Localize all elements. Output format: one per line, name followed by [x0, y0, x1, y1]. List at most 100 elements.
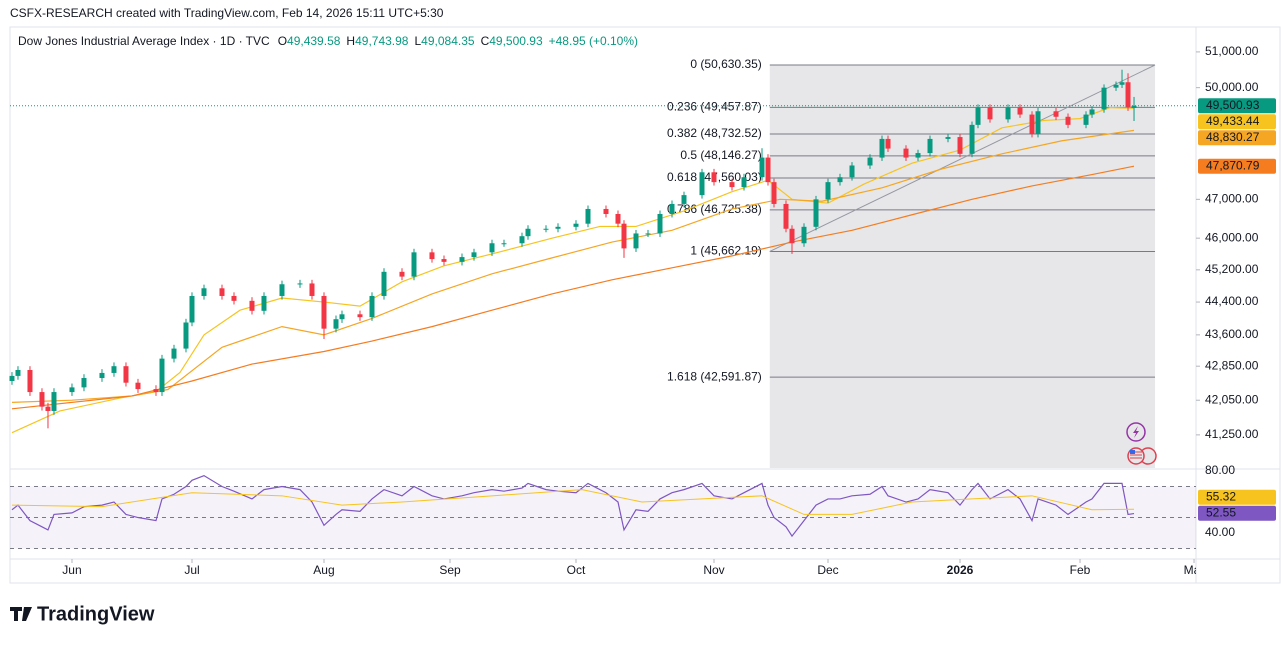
price-tag-label: 52.55: [1206, 505, 1236, 519]
candle-body: [153, 389, 159, 393]
x-tick-label: Mar: [1184, 563, 1205, 577]
candle-body: [333, 319, 339, 329]
candle-body: [915, 153, 921, 158]
ohlc-key: L: [414, 34, 421, 48]
fib-label: 0.236 (49,457.87): [667, 100, 762, 114]
fib-zone: [769, 65, 1156, 468]
candle-body: [879, 138, 885, 158]
candle-body: [1101, 87, 1107, 110]
candle-body: [1035, 111, 1041, 135]
candle-body: [45, 406, 51, 411]
candle-body: [339, 314, 345, 320]
candle-body: [15, 369, 21, 376]
price-tag-label: 55.32: [1206, 489, 1236, 503]
ohlc-key: C: [481, 34, 490, 48]
candle-body: [927, 138, 933, 154]
price-tag: [1198, 114, 1276, 130]
candle-body: [1089, 109, 1095, 115]
candle-body: [903, 148, 909, 158]
candle-body: [1017, 107, 1023, 115]
y-tick-label: 42,050.00: [1205, 392, 1259, 406]
y-tick-label: 43,600.00: [1205, 327, 1259, 341]
rsi-tick-label: 80.00: [1205, 463, 1235, 477]
candle-body: [429, 252, 435, 260]
candle-body: [27, 369, 33, 393]
x-tick-label: 2026: [947, 563, 974, 577]
candle-body: [1053, 111, 1059, 117]
candle-body: [489, 243, 495, 253]
candle-body: [81, 378, 87, 388]
candle-body: [519, 236, 525, 244]
candle-body: [309, 283, 315, 296]
x-tick-label: Jul: [184, 563, 199, 577]
candle-body: [645, 233, 651, 235]
candle-body: [111, 366, 117, 373]
x-axis: Jun Jul Aug Sep Oct Nov Dec 2026 Feb Mar: [62, 559, 1205, 577]
price-tag: [1198, 158, 1276, 174]
y-tick-label: 51,000.00: [1205, 44, 1259, 58]
y-tick-label: 50,000.00: [1205, 80, 1259, 94]
price-tag: [1198, 505, 1276, 521]
candle-body: [9, 375, 15, 381]
ohlc-value: 49,500.93: [489, 34, 543, 48]
candle-body: [321, 295, 327, 329]
rsi-line: [11, 474, 1135, 538]
candle-body: [615, 213, 621, 224]
candle-body: [297, 283, 303, 285]
logo-text: TradingView: [37, 603, 155, 625]
moving-average: [11, 165, 1135, 410]
candle-body: [1113, 84, 1119, 88]
header: Dow Jones Industrial Average Index · 1D …: [18, 34, 638, 48]
x-tick-label: Oct: [567, 563, 586, 577]
fib-label: 1.618 (42,591.87): [667, 369, 762, 383]
change: +48.95 (+0.10%): [549, 34, 638, 48]
candle-body: [789, 228, 795, 244]
rsi-tick-label: 40.00: [1205, 525, 1235, 539]
candle-body: [261, 295, 267, 311]
candle-body: [945, 137, 951, 139]
candle-body: [1131, 105, 1137, 108]
y-tick-label: 45,200.00: [1205, 262, 1259, 276]
candle-body: [555, 226, 561, 229]
candle-body: [573, 223, 579, 227]
y-tick-label: 41,250.00: [1205, 427, 1259, 441]
watermark: CSFX-RESEARCH created with TradingView.c…: [10, 6, 444, 20]
candle-body: [867, 157, 873, 166]
candle-body: [441, 259, 447, 262]
candle-body: [771, 182, 777, 204]
candle-body: [987, 107, 993, 120]
logo-icon: [23, 607, 29, 613]
y-tick-label: 44,400.00: [1205, 294, 1259, 308]
candle-body: [669, 203, 675, 214]
candle-body: [657, 213, 663, 234]
candle-body: [543, 228, 549, 230]
frame: [9, 26, 1281, 584]
candle-body: [765, 157, 771, 183]
candle-body: [1029, 114, 1035, 135]
candle-body: [1005, 107, 1011, 120]
candle-body: [1065, 116, 1071, 125]
header-text: Dow Jones Industrial Average Index · 1D …: [18, 34, 638, 48]
rsi-ma: [11, 489, 1135, 515]
moving-average: [11, 129, 1135, 403]
fib-label: 0.5 (48,146.27): [680, 148, 761, 162]
candle-body: [801, 226, 807, 244]
fib-label: 0 (50,630.35): [690, 57, 761, 71]
candle-body: [633, 233, 639, 249]
candle-body: [699, 172, 705, 196]
candle-body: [135, 382, 141, 390]
candle-body: [969, 124, 975, 154]
candle-body: [231, 295, 237, 301]
candle-body: [783, 203, 789, 229]
fib-label: 0.382 (48,732.52): [667, 126, 762, 140]
candle-body: [525, 228, 531, 237]
candle-body: [51, 392, 57, 411]
x-tick-label: Jun: [62, 563, 81, 577]
candle-body: [69, 387, 75, 393]
x-tick-label: Nov: [703, 563, 724, 577]
price-tag-label: 49,500.93: [1206, 98, 1260, 112]
price-tag: [1198, 130, 1276, 146]
candle-body: [159, 358, 165, 393]
price-tag: [1198, 489, 1276, 505]
